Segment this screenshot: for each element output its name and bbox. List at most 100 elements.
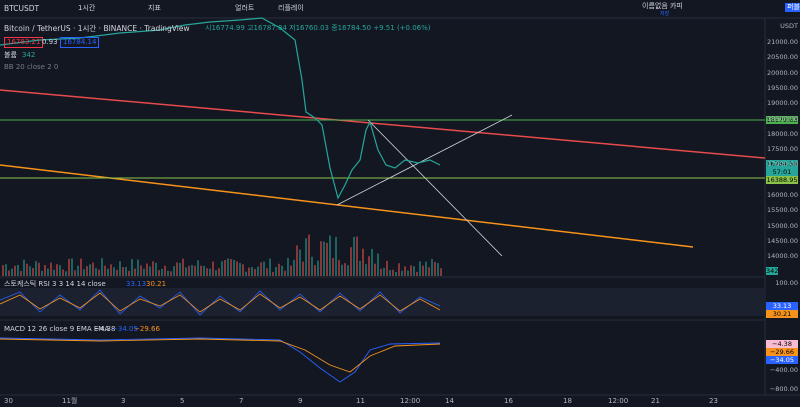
volume-bar <box>401 270 403 276</box>
time-tick: 9 <box>298 397 303 405</box>
volume-bar <box>137 259 139 276</box>
volume-bar <box>104 265 106 276</box>
volume-bar <box>179 262 181 276</box>
volume-bar <box>245 271 247 276</box>
countdown: 57:01 <box>766 168 798 176</box>
volume-bar <box>386 260 388 276</box>
rsi-tick: 100.00 <box>775 279 798 287</box>
volume-bar <box>206 268 208 276</box>
volume-bar <box>44 265 46 276</box>
volume-bar <box>392 269 394 276</box>
volume-bar <box>257 266 259 276</box>
macd-line <box>0 337 441 383</box>
ohlc: 시16774.99 고16787.84 저16760.03 종16784.50 … <box>205 24 431 32</box>
symbol[interactable]: BTCUSDT <box>4 4 40 13</box>
volume-bar <box>332 257 334 276</box>
volume-bar <box>8 270 10 276</box>
price-tick: 20000.00 <box>766 68 798 77</box>
volume-bar <box>248 267 250 276</box>
volume-bar <box>299 249 301 276</box>
volume-bar <box>374 263 376 276</box>
volume-bar <box>188 265 190 276</box>
triangle-line <box>367 119 503 257</box>
volume-bar <box>14 265 16 276</box>
volume-bar <box>329 235 331 276</box>
volume-bar <box>74 270 76 276</box>
volume-bar <box>353 236 355 276</box>
volume-bar <box>143 268 145 276</box>
volume-bar <box>212 261 214 276</box>
volume-bar <box>38 262 40 276</box>
volume-bar <box>191 265 193 276</box>
price-tick: 17500.00 <box>766 145 798 154</box>
volume-bar <box>35 261 37 276</box>
volume-bar <box>98 269 100 276</box>
replay-btn[interactable]: 리플레이 <box>278 4 304 12</box>
volume-bar <box>155 262 157 276</box>
volume-bar <box>251 266 253 276</box>
volume-bar <box>20 270 22 276</box>
last-price: 16784.50 <box>766 160 798 168</box>
volume-bar <box>167 270 169 276</box>
volume-bar <box>263 261 265 276</box>
alert-btn[interactable]: 얼러트 <box>235 4 255 12</box>
indicators-btn[interactable]: 지표 <box>148 4 161 12</box>
price-tick: 18000.00 <box>766 129 798 138</box>
volume-bar <box>2 265 4 276</box>
sell-price[interactable]: 16783.21 <box>4 37 44 48</box>
time-tick: 23 <box>709 397 718 405</box>
volume-bar <box>200 265 202 276</box>
volume-bar <box>308 234 310 276</box>
price-tick: 15000.00 <box>766 221 798 230</box>
volume-bars <box>2 234 442 276</box>
volume-bar <box>92 262 94 276</box>
price-tick: 18500.00 <box>766 114 798 123</box>
triangle-line <box>336 114 513 206</box>
volume-bar <box>314 265 316 276</box>
volume-bar <box>368 256 370 276</box>
time-tick: 21 <box>651 397 660 405</box>
volume-bar <box>317 260 319 276</box>
volume-bar <box>284 270 286 276</box>
volume-bar <box>65 271 67 276</box>
volume-bar <box>107 268 109 276</box>
volume-bar <box>341 264 343 276</box>
buy-price[interactable]: 16784.14 <box>60 37 100 48</box>
volume-bar <box>422 265 424 276</box>
volume-bar <box>266 268 268 276</box>
volume-bar <box>365 264 367 276</box>
volume-bar <box>149 266 151 276</box>
volume-bar <box>131 259 133 276</box>
volume-bar <box>11 268 13 276</box>
interval[interactable]: 1시간 <box>78 4 96 12</box>
volume-bar <box>305 238 307 276</box>
time-tick: 5 <box>180 397 185 405</box>
save-status: 저장 <box>660 11 670 17</box>
volume-bar <box>68 258 70 276</box>
volume-bar <box>17 264 19 276</box>
volume-bar <box>389 270 391 276</box>
volume-tag: 342 <box>766 267 779 275</box>
macd-label: MACD 12 26 close 9 EMA EMA <box>4 325 110 333</box>
publish-btn[interactable]: 퍼블 <box>785 3 800 12</box>
volume-bar <box>236 261 238 276</box>
rsi-band <box>0 288 765 316</box>
volume-bar <box>293 259 295 276</box>
volume-bar <box>41 270 43 276</box>
volume-bar <box>170 271 172 276</box>
toolbar-bg <box>0 0 800 18</box>
time-tick: 14 <box>445 397 454 405</box>
volume-bar <box>80 258 82 276</box>
price-tick: 15500.00 <box>766 206 798 215</box>
volume-bar <box>86 266 88 276</box>
volume-bar <box>260 262 262 276</box>
volume-bar <box>407 270 409 276</box>
layout-name[interactable]: 이름없음 카피 <box>642 2 683 10</box>
volume-bar <box>272 271 274 276</box>
volume-bar <box>47 268 49 276</box>
hist-value: −29.66 <box>134 325 160 333</box>
volume-bar <box>338 260 340 276</box>
rsi-k-tag: 33.13 <box>766 302 798 310</box>
macd-tag: −4.38 <box>766 340 798 348</box>
